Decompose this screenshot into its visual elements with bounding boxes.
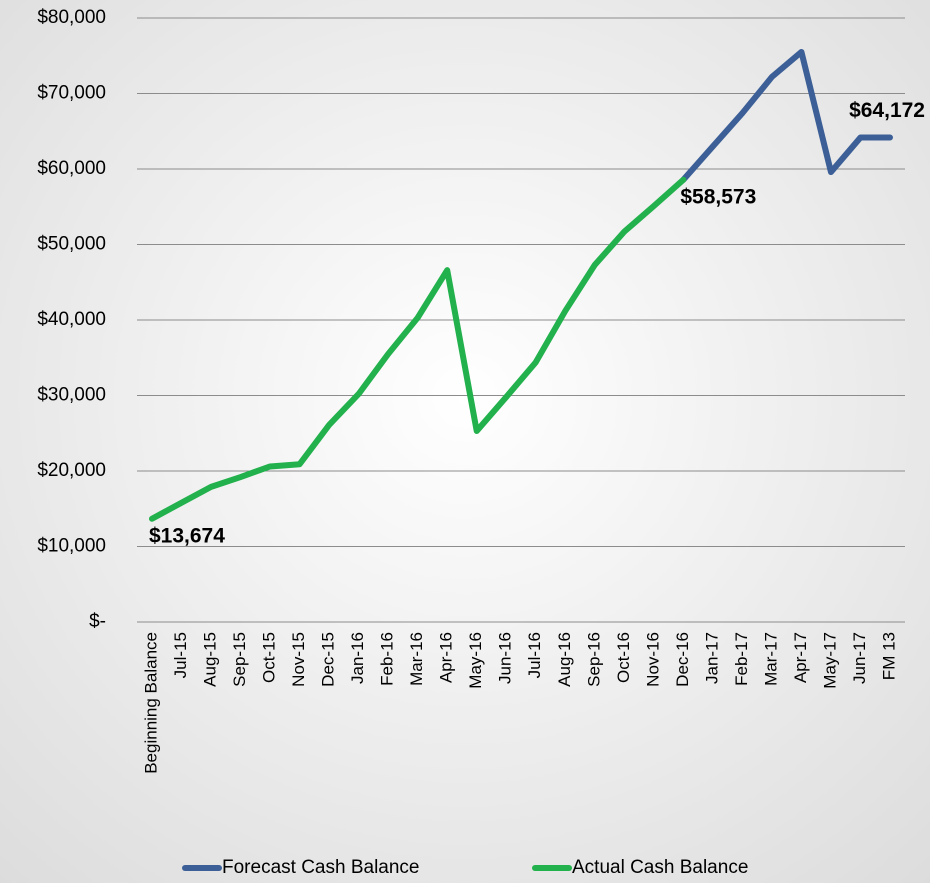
data-label: $64,172 (849, 99, 925, 122)
x-tick-label: Nov-15 (289, 632, 308, 687)
x-tick-label: Sep-15 (230, 632, 249, 687)
x-tick-label: Oct-16 (614, 632, 633, 683)
x-tick-label: Dec-15 (319, 632, 338, 687)
x-tick-label: FM 13 (879, 632, 898, 680)
y-tick-label: $30,000 (37, 385, 106, 406)
data-label: $58,573 (680, 185, 756, 208)
x-tick-label: Feb-16 (378, 632, 397, 686)
series-line (680, 48, 893, 183)
x-tick-label: Oct-15 (260, 632, 279, 683)
x-tick-label: Jul-16 (525, 632, 544, 678)
x-tick-label: May-17 (820, 632, 839, 689)
y-tick-label: $40,000 (37, 309, 106, 330)
x-tick-label: Mar-16 (407, 632, 426, 686)
x-tick-label: Jan-17 (702, 632, 721, 684)
x-tick-label: Mar-17 (761, 632, 780, 686)
y-tick-label: $60,000 (37, 158, 106, 179)
legend-label: Actual Cash Balance (572, 857, 748, 878)
x-tick-label: May-16 (466, 632, 485, 689)
x-tick-label: Aug-15 (201, 632, 220, 687)
x-tick-label: Jun-17 (850, 632, 869, 684)
y-tick-label: $- (89, 611, 106, 632)
x-tick-label: Dec-16 (673, 632, 692, 687)
x-tick-label: Jan-16 (348, 632, 367, 684)
x-tick-label: Jun-16 (496, 632, 515, 684)
y-tick-label: $70,000 (37, 83, 106, 104)
x-tick-label: Apr-17 (791, 632, 810, 683)
y-tick-label: $50,000 (37, 234, 106, 255)
series-line (149, 176, 687, 522)
legend-label: Forecast Cash Balance (222, 857, 420, 878)
x-tick-label: Sep-16 (584, 632, 603, 687)
x-tick-label: Aug-16 (555, 632, 574, 687)
x-tick-label: Jul-15 (171, 632, 190, 678)
y-tick-label: $20,000 (37, 460, 106, 481)
data-label: $13,674 (149, 524, 225, 547)
x-tick-label: Apr-16 (437, 632, 456, 683)
y-tick-label: $80,000 (37, 7, 106, 28)
y-tick-label: $10,000 (37, 536, 106, 557)
x-tick-label: Nov-16 (643, 632, 662, 687)
x-tick-label: Feb-17 (732, 632, 751, 686)
x-tick-label: Beginning Balance (141, 632, 160, 774)
